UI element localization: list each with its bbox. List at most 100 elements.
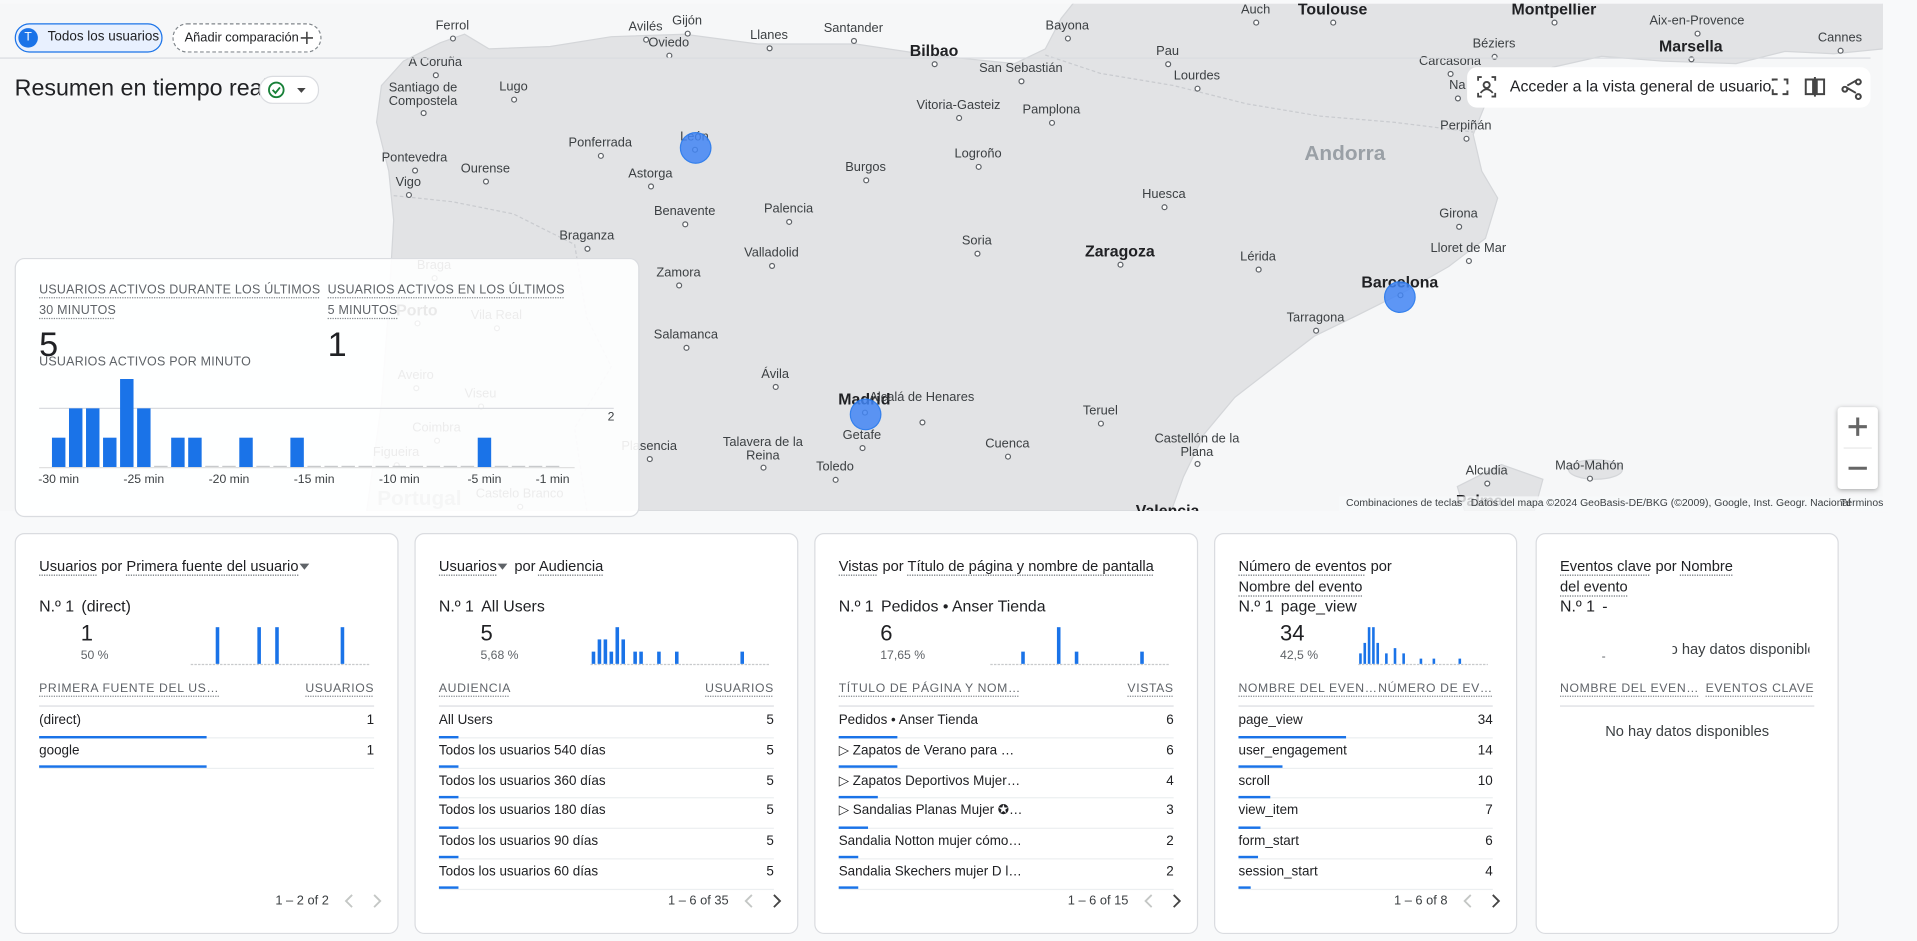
- map-label: Lloret de Mar: [1430, 240, 1507, 256]
- city-dot: [1454, 95, 1461, 102]
- city-dot: [955, 114, 962, 122]
- city-dot: [850, 37, 857, 45]
- zoom-control: [1837, 407, 1878, 490]
- card-dimension[interactable]: Nombre del evento: [1238, 577, 1363, 595]
- next-page[interactable]: [373, 894, 382, 908]
- row-value: 34: [1477, 713, 1493, 728]
- fullscreen-icon[interactable]: [1771, 78, 1789, 96]
- card-dimension[interactable]: Primera fuente del usuario: [126, 557, 299, 575]
- city-dot: [449, 35, 456, 42]
- card-metric[interactable]: Usuarios: [39, 557, 98, 575]
- row-share-bar: [1238, 886, 1252, 889]
- card-metric[interactable]: Usuarios: [438, 557, 497, 575]
- map-label: Cannes: [1817, 30, 1863, 45]
- next-page[interactable]: [773, 894, 782, 908]
- map-label: San Sebastián: [979, 60, 1063, 76]
- city-dot: [1193, 85, 1200, 92]
- city-dot: [432, 72, 439, 79]
- card-dimension[interactable]: Nombre del evento: [1560, 557, 1733, 595]
- card-metric[interactable]: Eventos clave: [1560, 557, 1652, 575]
- empty-chart-message: No hay datos disponibles: [1672, 640, 1809, 658]
- row-value: 5: [766, 713, 774, 728]
- card-dimension[interactable]: Audiencia: [538, 557, 604, 575]
- map-label: Bayona: [1045, 17, 1090, 33]
- segment-chip[interactable]: [14, 23, 163, 53]
- zoom-in[interactable]: [1848, 417, 1867, 436]
- share-icon[interactable]: [1841, 78, 1862, 100]
- top-item-name: page_view: [1280, 596, 1357, 615]
- user-location-marker: [679, 132, 712, 164]
- prev-page[interactable]: [344, 894, 353, 908]
- table-divider: [39, 705, 375, 707]
- card-top-item: N.º 1 Pedidos • Anser Tienda: [839, 595, 1046, 617]
- city-dot: [1160, 204, 1167, 211]
- pagination: 1 – 6 of 15: [1067, 893, 1129, 908]
- row-label: Todos los usuarios 360 días: [438, 773, 606, 789]
- toolbar-icons: [1477, 76, 1862, 100]
- user-overview-link[interactable]: Acceder a la vista general de usuario: [1509, 76, 1772, 96]
- top-item-percent: 5,68 %: [480, 649, 519, 663]
- card-title: Vistas por Título de página y nombre de …: [839, 556, 1186, 576]
- top-item-value: 6: [880, 621, 893, 646]
- prev-page[interactable]: [1463, 894, 1472, 908]
- row-share-bar: [838, 765, 898, 769]
- city-dot: [681, 221, 688, 228]
- prev-page[interactable]: [1144, 894, 1153, 908]
- map-label: Oviedo: [648, 35, 690, 50]
- card-metric[interactable]: Número de eventos: [1238, 557, 1367, 575]
- table-divider: [1560, 705, 1815, 707]
- metric-label: USUARIOS ACTIVOS EN LOS ÚLTIMOS 5 MINUTO…: [327, 283, 565, 318]
- city-dot: [768, 262, 775, 269]
- metric-value: 1: [327, 325, 347, 364]
- row-label: form_start: [1238, 833, 1300, 849]
- column-header: EVENTOS CLAVE: [1705, 682, 1815, 696]
- x-tick-label: -15 min: [293, 473, 335, 487]
- next-page[interactable]: [1173, 894, 1182, 908]
- city-dot: [1465, 257, 1472, 265]
- prev-page[interactable]: [744, 894, 753, 908]
- rank-label: N.º 1: [1238, 596, 1274, 615]
- card-dimension[interactable]: Título de página y nombre de pantalla: [907, 557, 1154, 575]
- add-comparison[interactable]: Añadir comparación: [184, 30, 299, 45]
- card: [1535, 533, 1839, 935]
- pagination-arrows: [344, 894, 382, 908]
- plus: [300, 31, 313, 45]
- city-dot: [419, 110, 427, 117]
- compare-icon[interactable]: [1804, 77, 1826, 97]
- city-dot: [1455, 223, 1462, 230]
- dropdown-caret[interactable]: [299, 563, 310, 570]
- row-share-bar: [838, 856, 859, 859]
- column-header: TÍTULO DE PÁGINA Y NOM…: [838, 682, 1021, 696]
- card-metric[interactable]: Vistas: [838, 557, 879, 575]
- city-dot: [1097, 420, 1104, 427]
- row-label: ▷ Sandalias Planas Mujer ✪…: [838, 803, 1023, 819]
- city-dot: [1312, 327, 1319, 334]
- map-label: Toulouse: [1297, 3, 1368, 19]
- card-by: por: [1655, 557, 1677, 575]
- attribution-shortcuts: Combinaciones de teclas: [1346, 496, 1463, 509]
- user-overview-icon[interactable]: [1477, 76, 1497, 98]
- map-label: Béziers: [1472, 36, 1516, 51]
- city-dot: [759, 464, 766, 471]
- row-value: 3: [1166, 803, 1174, 819]
- card-top-item: N.º 1 page_view: [1238, 595, 1356, 617]
- card-top-item: N.º 1-: [1560, 595, 1608, 617]
- column-header: USUARIOS: [305, 682, 375, 696]
- card-title: Eventos clave por Nombre del evento: [1560, 556, 1743, 596]
- map-label: Llanes: [750, 27, 788, 43]
- card-top-item: N.º 1 All Users: [439, 595, 545, 617]
- dropdown-caret[interactable]: [498, 563, 508, 570]
- map-label: Cuenca: [985, 436, 1030, 451]
- city-dot: [1164, 61, 1171, 68]
- card-by: por: [514, 557, 536, 575]
- card: [414, 533, 799, 935]
- map-label: Alcudia: [1465, 462, 1508, 478]
- status-pill[interactable]: [259, 75, 320, 104]
- map-label: Carcasona: [1418, 53, 1482, 69]
- next-page[interactable]: [1492, 894, 1501, 908]
- add-comparison-chip[interactable]: [172, 23, 322, 53]
- city-dot: [1693, 30, 1700, 37]
- row-share-bar: [838, 735, 898, 738]
- card: [14, 533, 399, 935]
